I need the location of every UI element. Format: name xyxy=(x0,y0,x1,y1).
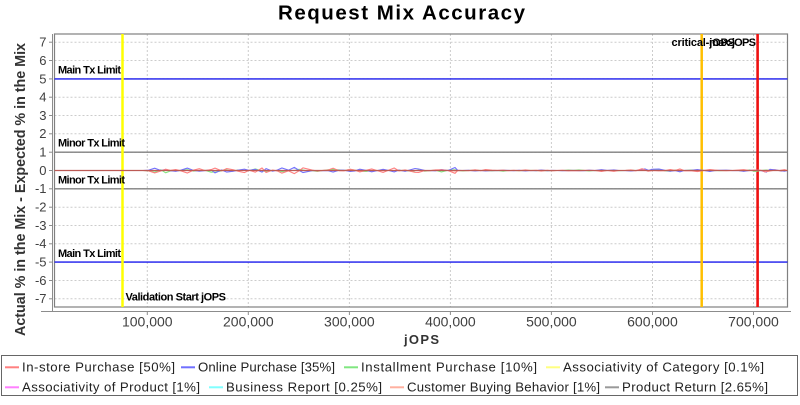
svg-text:-1: -1 xyxy=(35,181,47,196)
svg-text:6: 6 xyxy=(39,53,46,68)
svg-text:1: 1 xyxy=(39,145,46,160)
svg-text:2: 2 xyxy=(39,126,46,141)
svg-text:400,000: 400,000 xyxy=(425,313,476,329)
svg-text:Installment Purchase [10%]: Installment Purchase [10%] xyxy=(361,360,537,375)
svg-text:critical-jOPS: critical-jOPS xyxy=(672,37,736,49)
svg-text:300,000: 300,000 xyxy=(324,313,375,329)
svg-text:Associativity of Category [0.1: Associativity of Category [0.1%] xyxy=(563,360,764,375)
svg-text:0: 0 xyxy=(39,163,46,178)
svg-text:-6: -6 xyxy=(35,273,47,288)
svg-text:jOPS: jOPS xyxy=(403,332,439,347)
svg-text:-7: -7 xyxy=(35,291,47,306)
svg-text:Main Tx Limit: Main Tx Limit xyxy=(58,65,121,77)
svg-text:200,000: 200,000 xyxy=(223,313,274,329)
svg-text:-4: -4 xyxy=(35,236,47,251)
svg-text:Product Return [2.65%]: Product Return [2.65%] xyxy=(622,380,768,395)
svg-text:3: 3 xyxy=(39,108,46,123)
svg-text:Online Purchase [35%]: Online Purchase [35%] xyxy=(198,360,335,375)
svg-text:7: 7 xyxy=(39,35,46,50)
svg-text:-2: -2 xyxy=(35,200,47,215)
svg-text:max-jOPS: max-jOPS xyxy=(709,37,756,49)
svg-text:Actual % in the Mix - Expected: Actual % in the Mix - Expected % in the … xyxy=(12,42,29,336)
svg-text:Associativity of Product [1%]: Associativity of Product [1%] xyxy=(22,380,200,395)
svg-text:Customer Buying Behavior [1%]: Customer Buying Behavior [1%] xyxy=(407,380,600,395)
svg-text:100,000: 100,000 xyxy=(122,313,173,329)
svg-text:5: 5 xyxy=(39,71,46,86)
svg-text:Business Report [0.25%]: Business Report [0.25%] xyxy=(226,380,382,395)
svg-text:500,000: 500,000 xyxy=(526,313,577,329)
svg-text:700,000: 700,000 xyxy=(728,313,779,329)
svg-text:-5: -5 xyxy=(35,255,47,270)
svg-text:In-store Purchase [50%]: In-store Purchase [50%] xyxy=(22,360,175,375)
svg-text:Validation Start jOPS: Validation Start jOPS xyxy=(126,292,227,304)
svg-text:Request Mix Accuracy: Request Mix Accuracy xyxy=(278,2,526,25)
svg-text:Minor Tx Limit: Minor Tx Limit xyxy=(58,174,125,186)
svg-text:4: 4 xyxy=(39,90,46,105)
svg-text:Minor Tx Limit: Minor Tx Limit xyxy=(58,138,125,150)
svg-text:-3: -3 xyxy=(35,218,47,233)
svg-text:600,000: 600,000 xyxy=(627,313,678,329)
svg-text:Main Tx Limit: Main Tx Limit xyxy=(58,248,121,260)
